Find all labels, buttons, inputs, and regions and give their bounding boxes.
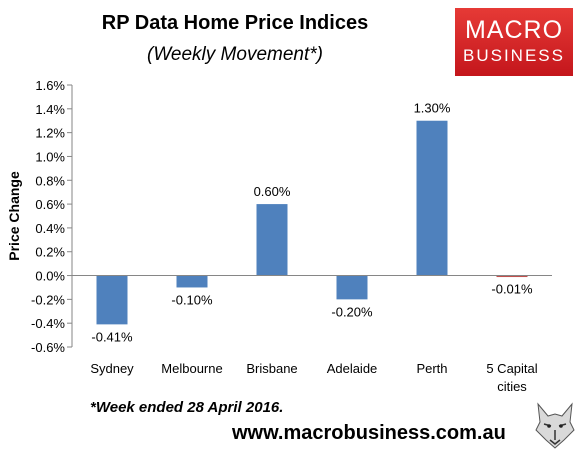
bar xyxy=(496,275,528,278)
footnote: *Week ended 28 April 2016. xyxy=(90,399,284,416)
bar xyxy=(416,120,448,276)
wolf-head-icon xyxy=(535,402,575,449)
y-tick-label: 0.4% xyxy=(35,221,65,236)
bar xyxy=(256,204,288,276)
y-tick-label: -0.2% xyxy=(31,292,65,307)
bar xyxy=(176,275,208,288)
x-tick-label: Melbourne xyxy=(161,361,222,376)
x-tick-label: cities xyxy=(497,379,527,394)
chart-title: RP Data Home Price Indices xyxy=(101,12,369,34)
logo-line-2: BUSINESS xyxy=(463,46,565,65)
y-tick-label: 0.0% xyxy=(35,269,65,284)
x-tick-label: Adelaide xyxy=(327,361,378,376)
y-tick-label: 0.6% xyxy=(35,197,65,212)
y-tick-label: 1.4% xyxy=(35,102,65,117)
bar xyxy=(336,275,368,300)
macrobusiness-logo: MACRO BUSINESS xyxy=(455,8,573,76)
y-tick-label: 0.8% xyxy=(35,173,65,188)
y-tick-label: 0.2% xyxy=(35,245,65,260)
data-label: -0.41% xyxy=(91,329,133,344)
data-label: -0.01% xyxy=(491,282,533,297)
x-tick-label: 5 Capital xyxy=(486,361,537,376)
x-tick-label: Sydney xyxy=(90,361,134,376)
website-url: www.macrobusiness.com.au xyxy=(232,422,506,444)
chart-subtitle: (Weekly Movement*) xyxy=(147,44,323,65)
data-label: 1.30% xyxy=(414,101,451,116)
logo-line-1: MACRO xyxy=(464,16,564,44)
x-tick-label: Perth xyxy=(416,361,447,376)
data-label: 0.60% xyxy=(254,184,291,199)
y-axis-title: Price Change xyxy=(6,171,22,261)
data-label: -0.20% xyxy=(331,304,373,319)
bar xyxy=(96,275,128,325)
x-tick-label: Brisbane xyxy=(246,361,297,376)
y-tick-label: -0.4% xyxy=(31,316,65,331)
y-tick-label: 1.2% xyxy=(35,126,65,141)
y-tick-label: -0.6% xyxy=(31,340,65,355)
data-label: -0.10% xyxy=(171,292,213,307)
y-tick-label: 1.6% xyxy=(35,78,65,93)
bar-chart: 1.6% 1.4% 1.2% 1.0% 0.8% 0.6% 0.4% 0.2% 0.0% -0.2… xyxy=(6,78,552,394)
y-tick-label: 1.0% xyxy=(35,149,65,164)
